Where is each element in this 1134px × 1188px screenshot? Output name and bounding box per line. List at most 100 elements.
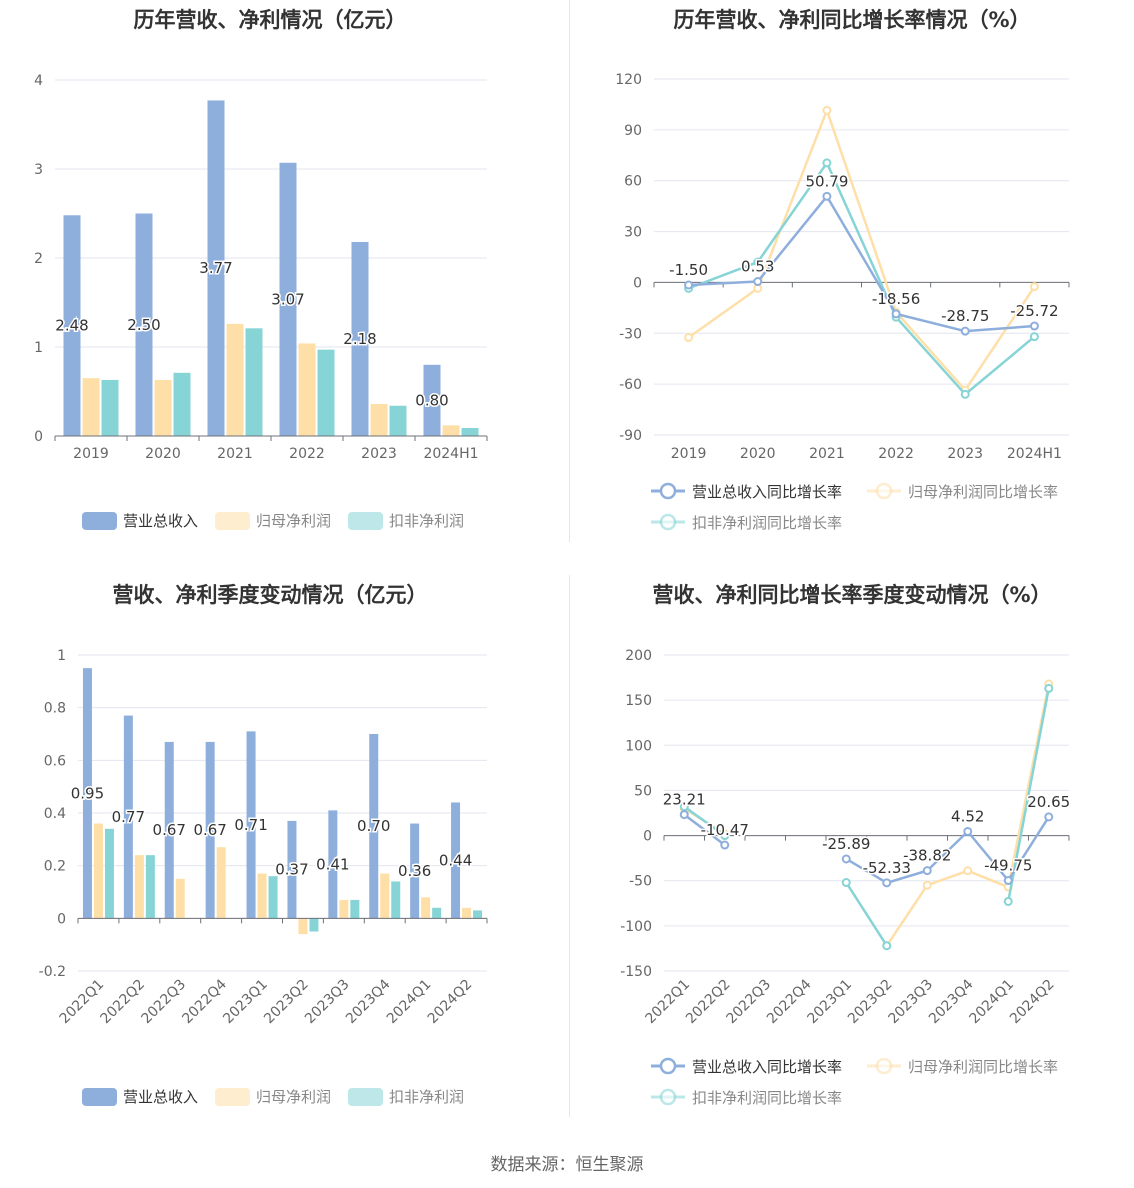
x-tick-label: 2022Q2 [98, 977, 149, 1028]
point-1 [822, 191, 832, 201]
bar-2 [134, 855, 144, 919]
y-tick-label: 30 [624, 225, 642, 241]
bar-value-label: 0.77 [112, 808, 145, 826]
bar-1 [423, 364, 441, 436]
y-tick-label: -90 [619, 428, 642, 444]
bar-1 [82, 668, 92, 919]
point-value-label: 0.53 [741, 258, 774, 276]
bar-1 [246, 731, 256, 919]
point-value-label: -25.89 [822, 835, 870, 853]
bar-2 [298, 918, 308, 935]
y-tick-label: -30 [619, 326, 642, 342]
point-2 [822, 105, 832, 115]
x-tick-label: 2023 [947, 446, 983, 462]
y-tick-label: -100 [620, 919, 652, 935]
legend-label: 营业总收入 [123, 512, 198, 530]
point-value-label: -10.47 [701, 821, 749, 839]
bar-3 [391, 881, 401, 919]
chart-title: 历年营收、净利同比增长率情况（%） [673, 8, 1030, 32]
point-2 [684, 333, 694, 343]
legend-swatch [82, 512, 117, 530]
legend-swatch [215, 512, 250, 530]
bar-value-label: 0.36 [398, 862, 431, 880]
bar-3 [145, 855, 155, 919]
x-tick-label: 2021 [809, 446, 845, 462]
point-value-label: -1.50 [669, 261, 708, 279]
panel-quarterly-revenue: 营收、净利季度变动情况（亿元） -0.2 0 0.2 0.4 0.6 0.8 1 0.95 0.7… [0, 575, 567, 1150]
y-tick-label: 0.8 [44, 701, 66, 717]
x-tick-label: 2024Q2 [425, 977, 476, 1028]
chart-title: 营收、净利同比增长率季度变动情况（%） [652, 583, 1051, 607]
legend-swatch [82, 1088, 117, 1106]
x-tick-label: 2022 [289, 446, 325, 462]
legend-label: 营业总收入同比增长率 [692, 483, 842, 501]
bar-1 [369, 734, 379, 919]
bar-2 [370, 403, 388, 436]
bar-2 [339, 899, 349, 919]
bar-2 [421, 897, 431, 919]
bar-value-label: 0.80 [415, 391, 448, 409]
bar-2 [82, 378, 100, 436]
bar-3 [101, 379, 119, 436]
point-3 [1029, 332, 1039, 342]
point-value-label: 4.52 [951, 807, 984, 825]
bar-3 [461, 427, 479, 436]
chart-title: 营收、净利季度变动情况（亿元） [113, 583, 428, 607]
point-3 [960, 389, 970, 399]
series-line-3 [688, 161, 1036, 396]
bar-value-label: 3.07 [271, 290, 304, 308]
point-1 [963, 826, 973, 836]
point-value-label: 50.79 [805, 172, 848, 190]
divider-bottom [569, 575, 570, 1117]
bar-2 [380, 873, 390, 919]
point-3 [720, 831, 730, 841]
series-line-3 [683, 805, 726, 837]
bar-1 [135, 213, 153, 436]
point-value-label: -18.56 [872, 290, 920, 308]
bar-value-label: 0.37 [275, 861, 308, 879]
y-tick-label: 90 [624, 123, 642, 139]
point-2 [963, 866, 973, 876]
series-line-3 [1007, 688, 1050, 902]
bar-2 [442, 425, 460, 436]
x-tick-label: 2020 [145, 446, 181, 462]
legend-label: 归母净利润同比增长率 [908, 1058, 1058, 1076]
x-tick-label: 2023Q1 [220, 977, 271, 1028]
bar-3 [350, 899, 360, 919]
bar-value-label: 0.67 [153, 821, 186, 839]
y-tick-label: 0 [643, 829, 652, 845]
y-tick-label: 120 [615, 72, 642, 88]
legend-marker [659, 1088, 677, 1106]
point-1 [922, 866, 932, 876]
panel-annual-revenue: 历年营收、净利情况（亿元） 0 1 2 3 4 2.48 2.50 3.77 3.07 2.18 0.… [0, 0, 567, 575]
bar-1 [207, 100, 225, 436]
chart-quarterly-revenue: 营收、净利季度变动情况（亿元） -0.2 0 0.2 0.4 0.6 0.8 1 0.95 0.7… [39, 583, 488, 1106]
bar-value-label: 3.77 [199, 259, 232, 277]
y-tick-label: 4 [34, 73, 43, 89]
point-1 [960, 326, 970, 336]
bar-1 [63, 215, 81, 436]
legend-marker [659, 1057, 677, 1075]
bar-2 [93, 823, 103, 919]
y-tick-label: 0.4 [44, 806, 66, 822]
y-tick-label: -0.2 [39, 964, 66, 980]
chart-quarterly-growth: 营收、净利同比增长率季度变动情况（%） -150 -100 -50 0 50 100 150 2… [620, 583, 1072, 1107]
point-3 [753, 257, 763, 267]
x-tick-label: 2023 [361, 446, 397, 462]
x-tick-label: 2020 [740, 446, 776, 462]
legend-swatch [348, 512, 383, 530]
y-tick-label: 200 [625, 648, 652, 664]
bar-1 [164, 741, 174, 919]
y-tick-label: -50 [629, 874, 652, 890]
legend-swatch [348, 1088, 383, 1106]
point-value-label: 20.65 [1027, 793, 1070, 811]
bar-2 [257, 873, 267, 919]
x-tick-label: 2023Q4 [343, 976, 394, 1027]
y-tick-label: 150 [625, 693, 652, 709]
legend-label: 扣非净利润同比增长率 [692, 514, 842, 532]
x-tick-label: 2019 [671, 446, 707, 462]
point-1 [1029, 321, 1039, 331]
x-tick-label: 2021 [217, 446, 253, 462]
bar-1 [205, 741, 215, 919]
x-tick-label: 2022 [878, 446, 914, 462]
